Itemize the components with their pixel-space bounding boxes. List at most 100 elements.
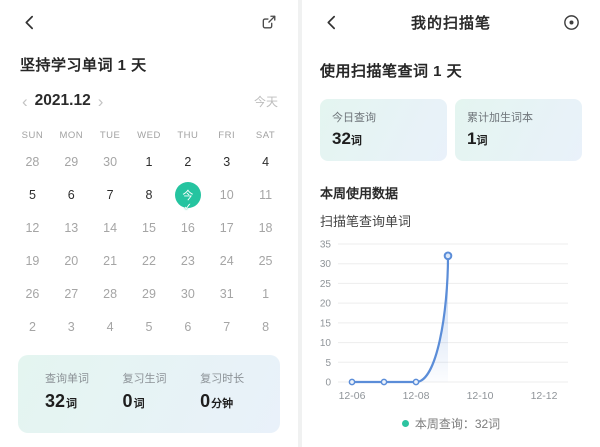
- week-data-heading: 本周使用数据: [320, 186, 399, 201]
- calendar-day[interactable]: 12: [25, 220, 40, 235]
- calendar-day[interactable]: 13: [64, 220, 79, 235]
- calendar-day[interactable]: 8: [262, 319, 270, 334]
- right-top-bar: 我的扫描笔: [302, 0, 600, 44]
- calendar-day[interactable]: 28: [103, 286, 118, 301]
- calendar-day[interactable]: 6: [184, 319, 192, 334]
- weekday-label: SUN: [21, 130, 44, 141]
- calendar-day[interactable]: 14: [103, 220, 118, 235]
- summary-cards: 今日查询 32词 累计加生词本 1词: [320, 99, 582, 161]
- calendar-day[interactable]: 29: [142, 286, 156, 301]
- calendar-day[interactable]: 5: [28, 187, 36, 202]
- back-icon[interactable]: [17, 10, 41, 34]
- svg-text:5: 5: [325, 358, 331, 369]
- legend-label: 本周查询：32词: [414, 417, 501, 431]
- card-value: 1词: [467, 129, 488, 148]
- calendar-day[interactable]: 6: [67, 187, 75, 202]
- svg-text:12-10: 12-10: [467, 390, 494, 402]
- calendar-grid: 28 29 30 1 2 3 4 5 6 7 8 今 ✓ 10 11 12 13 14 15 16 17 18 19 20 21…: [13, 145, 285, 343]
- svg-text:30: 30: [320, 259, 332, 270]
- calendar-day[interactable]: 1: [145, 154, 153, 169]
- weekday-label: WED: [137, 130, 161, 141]
- calendar-day[interactable]: 26: [25, 286, 40, 301]
- stat-review-duration: 复习时长 0分钟: [200, 370, 278, 433]
- stat-query-words: 查询单词 32词: [45, 370, 123, 433]
- calendar-day[interactable]: 2: [184, 154, 192, 169]
- calendar-day[interactable]: 18: [258, 220, 273, 235]
- weekday-label: FRI: [218, 130, 236, 141]
- svg-text:15: 15: [320, 318, 332, 329]
- left-top-bar: [0, 0, 298, 44]
- calendar-day[interactable]: 3: [67, 319, 75, 334]
- svg-text:0: 0: [325, 378, 331, 389]
- calendar-day[interactable]: 24: [219, 253, 234, 268]
- prev-month-icon[interactable]: ‹: [22, 91, 28, 111]
- calendar-day-today[interactable]: 今 ✓: [168, 178, 207, 213]
- calendar-day[interactable]: 20: [64, 253, 79, 268]
- chart-legend: 本周查询：32词: [302, 415, 600, 432]
- stat-value: 32词: [45, 391, 78, 411]
- weekly-line-chart[interactable]: 0 5 10 15 20 25 30 35 12-06 12-08 12-10 12-12: [308, 232, 600, 415]
- back-icon[interactable]: [319, 10, 343, 34]
- month-navigator: ‹ 2021.12 › 今天: [20, 92, 278, 110]
- current-month-label: 2021.12: [34, 92, 91, 109]
- calendar-day[interactable]: 16: [180, 220, 195, 235]
- calendar-day[interactable]: 19: [25, 253, 40, 268]
- share-icon[interactable]: [257, 10, 281, 34]
- today-badge[interactable]: 今 ✓: [174, 181, 201, 213]
- calendar-day[interactable]: 30: [180, 286, 195, 301]
- calendar-day[interactable]: 8: [145, 187, 153, 202]
- calendar-day[interactable]: 30: [103, 154, 118, 169]
- stat-label: 复习时长: [200, 373, 245, 385]
- calendar-day[interactable]: 11: [259, 187, 273, 202]
- calendar-day[interactable]: 4: [106, 319, 114, 334]
- today-button[interactable]: 今天: [253, 94, 278, 109]
- weekday-label: SAT: [255, 130, 276, 141]
- svg-text:12-12: 12-12: [531, 390, 558, 402]
- calendar-day[interactable]: 25: [258, 253, 273, 268]
- next-month-icon[interactable]: ›: [97, 91, 104, 111]
- stat-value: 0分钟: [200, 391, 234, 411]
- calendar-day[interactable]: 29: [64, 154, 79, 169]
- stat-value: 0词: [122, 391, 145, 411]
- calendar-day[interactable]: 7: [106, 187, 114, 202]
- calendar-day[interactable]: 21: [103, 253, 118, 268]
- svg-text:20: 20: [320, 299, 332, 310]
- svg-text:25: 25: [320, 279, 332, 290]
- usage-title: 使用扫描笔查词 1 天: [320, 63, 463, 80]
- stat-review-words: 复习生词 0词: [123, 370, 201, 433]
- calendar-day[interactable]: 22: [142, 253, 156, 268]
- calendar-day[interactable]: 17: [219, 220, 234, 235]
- settings-icon[interactable]: [559, 10, 583, 34]
- calendar-day[interactable]: 15: [142, 220, 156, 235]
- calendar-day[interactable]: 3: [223, 154, 231, 169]
- calendar-day[interactable]: 5: [145, 319, 153, 334]
- svg-text:12-08: 12-08: [403, 390, 430, 402]
- checkmark-icon: ✓: [183, 201, 193, 213]
- svg-text:12-06: 12-06: [339, 390, 366, 402]
- calendar-day[interactable]: 27: [64, 286, 79, 301]
- card-total-wordbook: 累计加生词本 1词: [455, 99, 582, 161]
- calendar-day[interactable]: 23: [180, 253, 195, 268]
- weekday-label: TUE: [99, 130, 121, 141]
- card-label: 今日查询: [332, 112, 376, 124]
- streak-title: 坚持学习单词 1 天: [20, 57, 147, 74]
- calendar-day[interactable]: 7: [223, 319, 231, 334]
- word-streak-screen: 坚持学习单词 1 天 ‹ 2021.12 › 今天 SUN MON TUE WED TH…: [0, 0, 298, 447]
- calendar-day[interactable]: 31: [219, 286, 234, 301]
- card-label: 累计加生词本: [467, 112, 533, 124]
- weekday-header: SUN MON TUE WED THU FRI SAT: [13, 130, 285, 141]
- stat-label: 复习生词: [122, 373, 167, 385]
- calendar-day[interactable]: 2: [28, 319, 36, 334]
- calendar-day[interactable]: 1: [262, 286, 270, 301]
- scan-pen-screen: 我的扫描笔 使用扫描笔查词 1 天 今日查询 32词 累计加生词本 1词 本周使…: [302, 0, 600, 447]
- calendar-day[interactable]: 10: [219, 187, 234, 202]
- calendar-day[interactable]: 28: [25, 154, 40, 169]
- svg-text:35: 35: [320, 240, 332, 251]
- card-value: 32词: [332, 129, 362, 148]
- weekday-label: THU: [177, 130, 199, 141]
- card-today-queries: 今日查询 32词: [320, 99, 447, 161]
- today-char: 今: [182, 189, 194, 202]
- svg-text:10: 10: [320, 338, 332, 349]
- calendar-day[interactable]: 4: [262, 154, 270, 169]
